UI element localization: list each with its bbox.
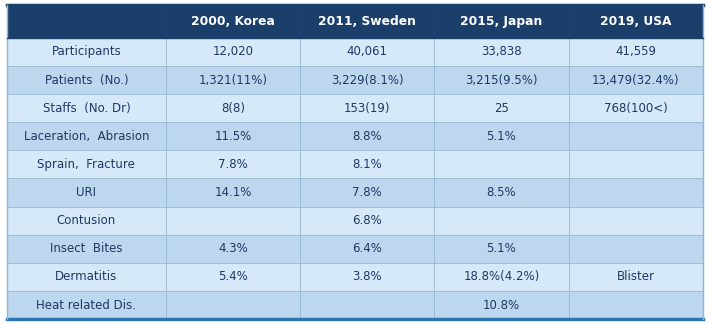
Bar <box>300 122 435 150</box>
Bar <box>300 94 435 122</box>
Text: 33,838: 33,838 <box>481 45 522 58</box>
Bar <box>300 179 435 207</box>
Text: 3,229(8.1%): 3,229(8.1%) <box>331 74 403 87</box>
Text: 2011, Sweden: 2011, Sweden <box>318 15 416 28</box>
Bar <box>569 94 703 122</box>
Text: 1,321(11%): 1,321(11%) <box>198 74 268 87</box>
Bar <box>165 263 300 291</box>
Bar <box>7 66 165 94</box>
Bar <box>165 94 300 122</box>
Bar <box>569 122 703 150</box>
Bar <box>7 5 165 38</box>
Text: 10.8%: 10.8% <box>483 299 520 312</box>
Bar <box>569 66 703 94</box>
Bar <box>165 150 300 179</box>
Bar <box>7 38 165 66</box>
Text: 5.1%: 5.1% <box>486 130 516 143</box>
Text: Dermatitis: Dermatitis <box>55 271 118 284</box>
Text: 153(19): 153(19) <box>344 102 390 115</box>
Bar <box>569 5 703 38</box>
Bar <box>7 94 165 122</box>
Text: 2019, USA: 2019, USA <box>600 15 672 28</box>
Text: 18.8%(4.2%): 18.8%(4.2%) <box>464 271 540 284</box>
Text: 12,020: 12,020 <box>212 45 253 58</box>
Text: 6.4%: 6.4% <box>352 242 382 255</box>
Text: Participants: Participants <box>52 45 121 58</box>
Text: 40,061: 40,061 <box>346 45 388 58</box>
Bar <box>569 179 703 207</box>
Bar <box>569 38 703 66</box>
Text: Contusion: Contusion <box>57 214 116 227</box>
Bar <box>435 179 569 207</box>
Text: 5.1%: 5.1% <box>486 242 516 255</box>
Bar <box>165 179 300 207</box>
Bar <box>165 66 300 94</box>
Bar <box>435 291 569 319</box>
Bar <box>7 150 165 179</box>
Text: 4.3%: 4.3% <box>218 242 248 255</box>
Bar <box>435 235 569 263</box>
Bar <box>300 291 435 319</box>
Text: Insect  Bites: Insect Bites <box>50 242 123 255</box>
Bar <box>300 5 435 38</box>
Bar <box>435 122 569 150</box>
Bar <box>165 5 300 38</box>
Bar <box>300 263 435 291</box>
Bar <box>300 150 435 179</box>
Bar <box>435 38 569 66</box>
Bar <box>569 235 703 263</box>
Bar <box>300 235 435 263</box>
Bar <box>435 66 569 94</box>
Bar <box>569 291 703 319</box>
Bar <box>165 235 300 263</box>
Bar <box>165 291 300 319</box>
Bar <box>569 207 703 235</box>
Bar <box>435 150 569 179</box>
Text: URI: URI <box>77 186 97 199</box>
Bar <box>435 207 569 235</box>
Bar <box>7 291 165 319</box>
Text: Heat related Dis.: Heat related Dis. <box>36 299 136 312</box>
Text: 7.8%: 7.8% <box>352 186 382 199</box>
Text: 13,479(32.4%): 13,479(32.4%) <box>592 74 679 87</box>
Bar <box>165 207 300 235</box>
Bar <box>569 263 703 291</box>
Bar <box>7 235 165 263</box>
Text: 2000, Korea: 2000, Korea <box>191 15 275 28</box>
Bar <box>7 122 165 150</box>
Bar <box>435 5 569 38</box>
Bar <box>300 207 435 235</box>
Bar <box>435 263 569 291</box>
Text: 5.4%: 5.4% <box>218 271 248 284</box>
Bar <box>569 150 703 179</box>
Text: 2015, Japan: 2015, Japan <box>460 15 542 28</box>
Text: 8.5%: 8.5% <box>486 186 516 199</box>
Text: 7.8%: 7.8% <box>218 158 248 171</box>
Text: 3.8%: 3.8% <box>352 271 382 284</box>
Bar <box>165 38 300 66</box>
Text: 14.1%: 14.1% <box>214 186 251 199</box>
Bar <box>165 122 300 150</box>
Bar <box>7 179 165 207</box>
Text: 8.8%: 8.8% <box>352 130 382 143</box>
Text: 8.1%: 8.1% <box>352 158 382 171</box>
Bar <box>7 263 165 291</box>
Text: Blister: Blister <box>617 271 655 284</box>
Bar <box>300 66 435 94</box>
Text: 6.8%: 6.8% <box>352 214 382 227</box>
Text: 41,559: 41,559 <box>616 45 656 58</box>
Text: Laceration,  Abrasion: Laceration, Abrasion <box>23 130 149 143</box>
Text: 25: 25 <box>494 102 509 115</box>
Text: 3,215(9.5%): 3,215(9.5%) <box>465 74 537 87</box>
Text: 11.5%: 11.5% <box>214 130 251 143</box>
Bar <box>7 207 165 235</box>
Text: Staffs  (No. Dr): Staffs (No. Dr) <box>43 102 131 115</box>
Bar <box>300 38 435 66</box>
Text: 8(8): 8(8) <box>221 102 245 115</box>
Text: 768(100<): 768(100<) <box>604 102 667 115</box>
Bar <box>435 94 569 122</box>
Text: Sprain,  Fracture: Sprain, Fracture <box>38 158 136 171</box>
Text: Patients  (No.): Patients (No.) <box>45 74 129 87</box>
